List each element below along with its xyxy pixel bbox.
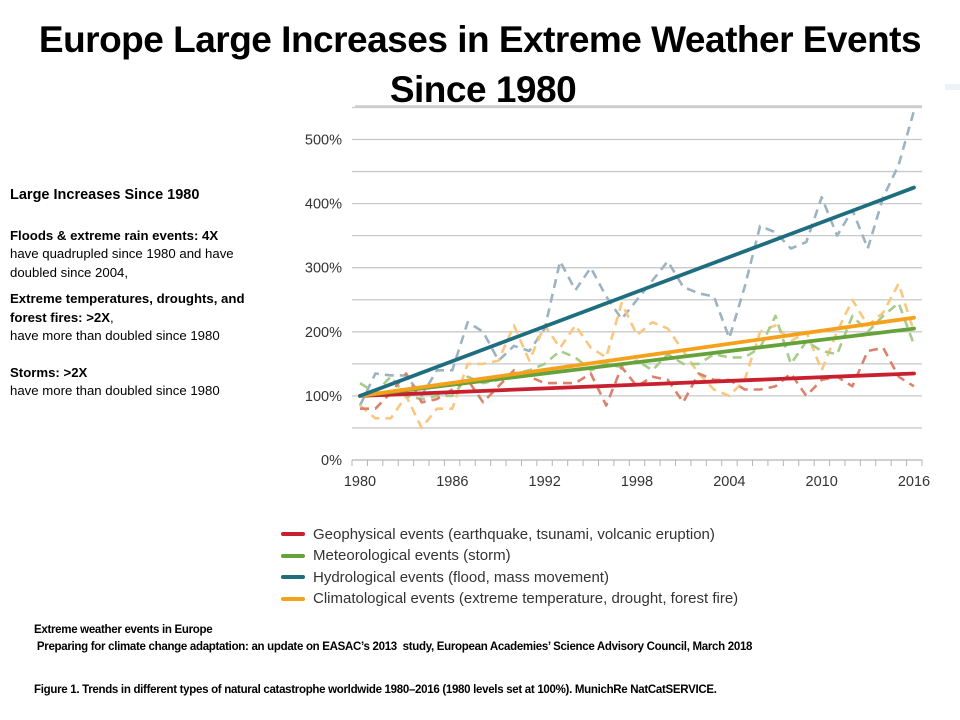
annual-line-hydrological bbox=[358, 110, 916, 407]
y-tick-label: 0% bbox=[321, 453, 342, 469]
legend-label: Geophysical events (earthquake, tsunami,… bbox=[313, 525, 715, 543]
floods-label: Floods & extreme rain events: 4X bbox=[10, 227, 219, 243]
annual-line-climatological bbox=[359, 282, 916, 430]
legend-item: Hydrological events (flood, mass movemen… bbox=[281, 567, 609, 587]
floods-text: have quadrupled since 1980 and have doub… bbox=[10, 246, 234, 280]
y-tick-label: 200% bbox=[305, 325, 342, 341]
storms-text: have more than doubled since 1980 bbox=[10, 383, 220, 398]
y-tick-label: 100% bbox=[305, 389, 342, 405]
x-tick-label: 2010 bbox=[806, 474, 838, 490]
slide-title-line-2: Since 1980 bbox=[389, 69, 577, 110]
trend-line-geophysical bbox=[358, 371, 916, 398]
source-title: Extreme weather events in Europe bbox=[34, 624, 213, 636]
x-tick-label: 2004 bbox=[713, 474, 745, 490]
trend-line-hydrological bbox=[358, 185, 916, 398]
storms-label: Storms: >2X bbox=[10, 364, 88, 380]
x-axis: 1980 1986 1992 1998 2004 2010 2016 bbox=[344, 459, 930, 490]
trend-line-climatological bbox=[358, 315, 916, 398]
legend-swatch bbox=[281, 575, 305, 579]
temps-label: Extreme temperatures, droughts, and fore… bbox=[10, 291, 245, 325]
legend-label: Hydrological events (flood, mass movemen… bbox=[313, 568, 609, 586]
sidebar-heading: Large Increases Since 1980 bbox=[10, 187, 200, 203]
y-tick-label: 500% bbox=[305, 133, 342, 149]
x-tick-label: 1986 bbox=[436, 474, 468, 490]
trend-lines bbox=[358, 185, 916, 398]
legend-swatch bbox=[281, 596, 305, 601]
y-tick-label: 400% bbox=[305, 197, 342, 213]
temps-block: Extreme temperatures, droughts, and fore… bbox=[10, 290, 280, 346]
slide-title-line-1: Europe Large Increases in Extreme Weathe… bbox=[38, 19, 922, 60]
legend-label: Meteorological events (storm) bbox=[313, 547, 511, 564]
temps-comma: , bbox=[110, 309, 114, 325]
legend-swatch bbox=[281, 553, 305, 558]
temps-text: have more than doubled since 1980 bbox=[10, 328, 220, 343]
annual-series bbox=[358, 110, 916, 430]
legend-item: Meteorological events (storm) bbox=[281, 546, 511, 566]
corner-decoration bbox=[945, 84, 960, 90]
x-tick-label: 1998 bbox=[621, 474, 653, 490]
y-tick-label: 300% bbox=[305, 261, 342, 277]
legend-swatch bbox=[281, 532, 305, 536]
legend-item: Climatological events (extreme temperatu… bbox=[281, 589, 738, 609]
floods-block: Floods & extreme rain events: 4X have qu… bbox=[10, 227, 280, 283]
source-detail: Preparing for climate change adaptation:… bbox=[34, 641, 753, 653]
legend-item: Geophysical events (earthquake, tsunami,… bbox=[281, 524, 715, 544]
sidebar-summary: Large Increases Since 1980 Floods & extr… bbox=[10, 186, 280, 409]
gridlines bbox=[352, 106, 922, 429]
storms-block: Storms: >2X have more than doubled since… bbox=[10, 364, 280, 401]
annual-line-geophysical bbox=[360, 346, 915, 411]
x-tick-label: 1992 bbox=[529, 474, 561, 490]
x-tick-label: 2016 bbox=[898, 474, 930, 490]
x-tick-label: 1980 bbox=[344, 474, 376, 490]
figure-caption: Figure 1. Trends in different types of n… bbox=[34, 684, 717, 696]
legend-label: Climatological events (extreme temperatu… bbox=[313, 590, 739, 607]
y-axis-labels: 0% 100% 200% 300% 400% 500% bbox=[305, 133, 342, 470]
